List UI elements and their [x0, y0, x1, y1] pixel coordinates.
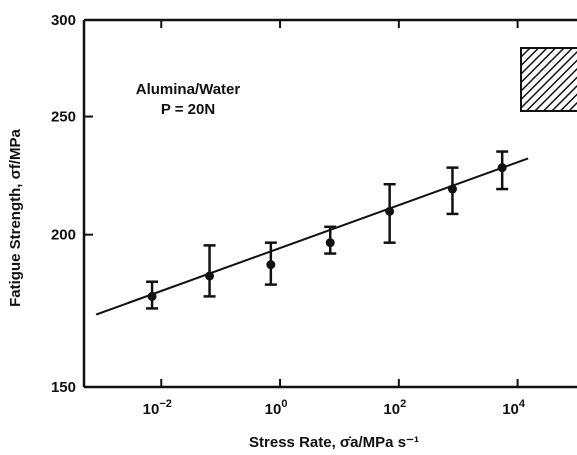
y-tick-label-3: 300: [51, 12, 76, 29]
x-tick-label-1: 100: [265, 398, 288, 418]
y-tick-label-1: 200: [51, 227, 76, 244]
x-tick-label-0: 10−2: [143, 398, 172, 418]
data-point-5: [447, 184, 457, 194]
plot-frame: [82, 18, 577, 389]
data-point-2: [266, 260, 276, 270]
data-point-3: [325, 238, 335, 248]
annotation-line-1: Alumina/Water: [136, 81, 241, 98]
data-point-0: [147, 291, 157, 301]
x-tick-exp-2: 2: [400, 398, 406, 410]
x-tick-base-0: 10: [143, 401, 160, 418]
x-tick-label-2: 102: [383, 398, 406, 418]
x-tick-base-1: 10: [265, 401, 282, 418]
x-tick-base-3: 10: [502, 401, 519, 418]
x-tick-exp-1: 0: [281, 398, 287, 410]
x-tick-exp-0: −2: [159, 398, 172, 410]
data-point-6: [497, 163, 507, 173]
x-tick-exp-3: 4: [519, 398, 526, 410]
annotation-line-2: P = 20N: [161, 101, 215, 118]
data-point-1: [205, 271, 215, 281]
x-tick-base-2: 10: [383, 401, 400, 418]
data-points-layer: [146, 150, 509, 310]
x-axis-ticks: 10−2 100 102 104: [143, 20, 526, 418]
fit-line: [95, 157, 529, 316]
hatched-region: [520, 47, 577, 112]
x-axis-label: Stress Rate, σ̇a/MPa s⁻¹: [249, 434, 419, 451]
data-point-4: [385, 206, 395, 216]
y-tick-label-2: 250: [51, 109, 76, 126]
y-tick-label-0: 150: [51, 379, 76, 396]
y-axis-label: Fatigue Strength, σf/MPa: [7, 128, 24, 306]
x-tick-label-3: 104: [502, 398, 526, 418]
y-axis-ticks: 150 200 250 300: [51, 12, 93, 396]
fit-line-layer: [95, 157, 529, 316]
